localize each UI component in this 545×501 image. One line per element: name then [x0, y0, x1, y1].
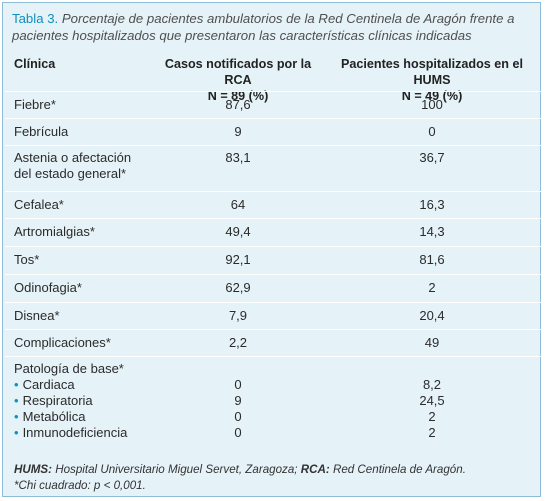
table-row: Astenia o afectación del estado general*…	[5, 145, 542, 191]
header-clinica: Clínica	[14, 57, 56, 71]
header-row: Clínica Casos notificados por la RCA N =…	[5, 47, 542, 103]
table-footnote: HUMS: Hospital Universitario Miguel Serv…	[14, 462, 534, 494]
caption-text: Porcentaje de pacientes ambulatorios de …	[12, 11, 515, 43]
bullet-icon: •	[14, 377, 19, 392]
table-frame: Tabla 3. Porcentaje de pacientes ambulat…	[2, 2, 542, 497]
table-row: Febrícula 9 0	[5, 118, 542, 145]
header-rca: Casos notificados por la RCA N = 89 (%)	[164, 57, 312, 103]
list-item: • Respiratoria	[14, 393, 93, 408]
list-item: • Cardiaca	[14, 377, 75, 392]
data-table: Clínica Casos notificados por la RCA N =…	[5, 47, 542, 453]
bullet-icon: •	[14, 409, 19, 424]
list-item: • Metabólica	[14, 409, 86, 424]
table-row: Odinofagia* 62,9 2	[5, 274, 542, 302]
patologia-base-label: Patología de base*	[14, 361, 124, 376]
table-row: Complicaciones* 2,2 49	[5, 329, 542, 356]
list-item: • Inmunodeficiencia	[14, 425, 128, 440]
table-number: Tabla 3.	[12, 11, 59, 26]
table-row: Artromialgias* 49,4 14,3	[5, 218, 542, 246]
table-row: Tos* 92,1 81,6	[5, 246, 542, 274]
table-caption: Tabla 3. Porcentaje de pacientes ambulat…	[12, 10, 540, 44]
table-row: Disnea* 7,9 20,4	[5, 302, 542, 329]
header-hums: Pacientes hospitalizados en el HUMS N = …	[341, 57, 523, 103]
table-row: Fiebre* 87,6 100	[5, 91, 542, 118]
footnote-significance: *Chi cuadrado: p < 0,001.	[14, 479, 146, 492]
bullet-icon: •	[14, 425, 19, 440]
bullet-icon: •	[14, 393, 19, 408]
table-row: Cefalea* 64 16,3	[5, 191, 542, 218]
table-row-patologia-base: Patología de base* • Cardiaca 0 8,2 • Resp…	[5, 356, 542, 453]
